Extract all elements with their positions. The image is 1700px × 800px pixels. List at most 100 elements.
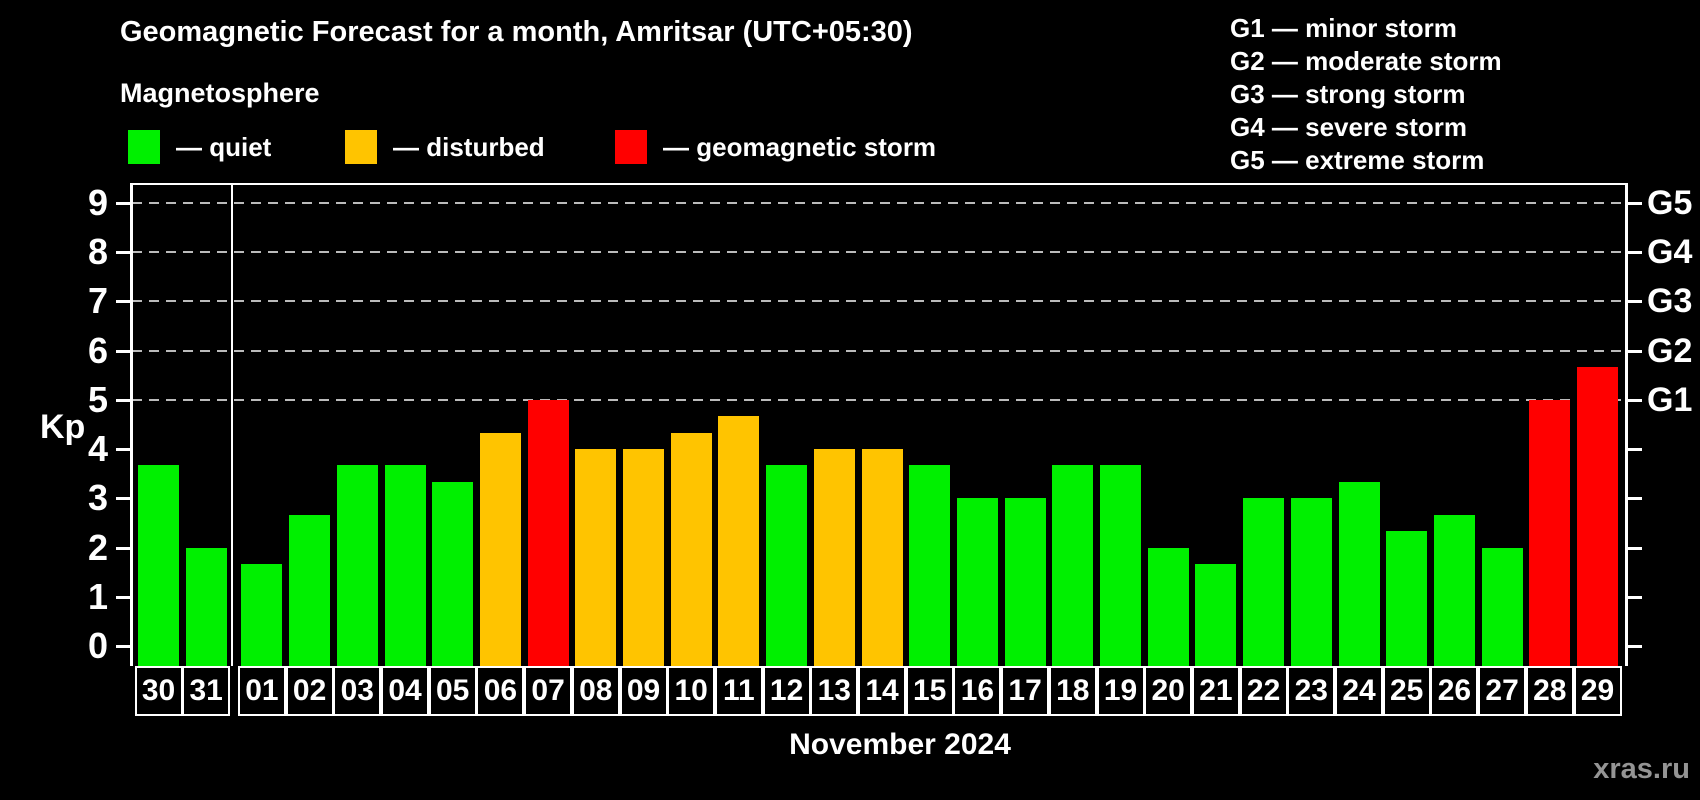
right-axis-tick: [1628, 645, 1642, 648]
day-cell-label: 06: [483, 674, 518, 707]
right-axis-tick: [1628, 546, 1642, 550]
bar-day-13: [813, 449, 855, 666]
y-tick: [116, 448, 130, 451]
disturbed-color-swatch: [345, 130, 377, 164]
right-axis-tick: [1628, 497, 1642, 501]
bar-day-17: [1004, 498, 1046, 666]
day-cell-label: 16: [960, 674, 995, 707]
right-axis-tick: [1628, 448, 1642, 451]
bar-day-22: [1243, 498, 1285, 666]
bar-day-06: [479, 432, 521, 666]
bar-day-02: [289, 514, 331, 666]
bar-day-25: [1386, 531, 1428, 666]
right-axis-tick: [1628, 201, 1642, 205]
y-tick: [116, 595, 130, 599]
legend-item-quiet: — quiet: [128, 129, 271, 165]
day-cell-label: 24: [1342, 674, 1376, 707]
day-cell-label: 20: [1151, 674, 1185, 707]
day-cell: 17: [1001, 666, 1050, 716]
bar-day-07: [527, 399, 569, 666]
day-cell-label: 15: [913, 674, 947, 707]
page-title: Geomagnetic Forecast for a month, Amrits…: [120, 16, 913, 48]
storm-scale-item: G2 — moderate storm: [1230, 46, 1502, 76]
day-cell-label: 03: [340, 674, 374, 707]
day-cell: 18: [1048, 666, 1097, 716]
storm-scale-item: G5 — extreme storm: [1230, 145, 1485, 175]
gridline-kp5: [132, 398, 1625, 401]
day-cell: 15: [905, 666, 954, 716]
day-cell-label: 18: [1056, 674, 1090, 707]
y-tick: [116, 349, 130, 353]
watermark: xras.ru: [1593, 753, 1690, 785]
storm-scale-item: G1 — minor storm: [1230, 13, 1457, 43]
day-cell-label: 05: [436, 674, 470, 707]
day-cell-label: 02: [292, 674, 327, 707]
day-cell-label: 22: [1246, 674, 1281, 707]
day-cell: 22: [1239, 666, 1288, 716]
storm-scale-item: G4 — severe storm: [1230, 112, 1468, 142]
storm-color-swatch: [615, 130, 647, 164]
day-cell-label: 30: [141, 674, 176, 707]
y-tick-label: 9: [87, 181, 108, 223]
bar-day-14: [861, 449, 903, 666]
day-cell: 07: [524, 666, 573, 716]
g-scale-label-g1: G1: [1647, 380, 1693, 419]
y-tick-label: 6: [87, 329, 108, 371]
bar-day-24: [1338, 481, 1380, 666]
y-tick: [116, 201, 130, 205]
bar-day-10: [670, 432, 712, 666]
day-cell-label: 26: [1437, 674, 1472, 707]
y-tick: [116, 251, 130, 254]
gridline-kp8: [132, 251, 1625, 253]
bar-day-20: [1147, 547, 1189, 666]
day-cell-label: 29: [1580, 674, 1615, 707]
bar-day-27: [1481, 547, 1523, 666]
y-tick-label: 4: [87, 428, 108, 469]
day-cell: 30: [134, 666, 183, 716]
day-cell-label: 31: [189, 674, 223, 707]
day-cell: 10: [667, 666, 716, 716]
y-tick: [116, 546, 130, 550]
day-cell-label: 09: [626, 674, 661, 707]
day-cell-label: 19: [1103, 674, 1138, 707]
day-cell-label: 07: [531, 674, 565, 707]
g-scale-label-g2: G2: [1647, 331, 1693, 370]
day-cell-label: 01: [245, 674, 279, 707]
legend-item-storm: — geomagnetic storm: [615, 129, 936, 165]
y-tick-label: 0: [87, 625, 108, 666]
gridline-kp6: [132, 349, 1625, 352]
bar-day-21: [1195, 563, 1237, 666]
y-tick-label: 7: [87, 280, 108, 322]
day-cell-label: 12: [769, 674, 804, 707]
legend-label-disturbed: — disturbed: [393, 131, 545, 162]
day-cell: 08: [571, 666, 620, 716]
day-cell-label: 04: [388, 674, 422, 707]
day-cell: 16: [953, 666, 1002, 716]
bar-day-08: [575, 449, 617, 666]
g-scale-label-g3: G3: [1647, 282, 1693, 321]
y-tick-label: 2: [87, 526, 108, 568]
bar-day-03: [336, 465, 378, 666]
y-tick: [116, 497, 130, 501]
bar-day-29: [1577, 366, 1618, 666]
bar-day-23: [1290, 498, 1332, 666]
day-cell-label: 25: [1390, 674, 1424, 707]
bar-day-19: [1100, 465, 1141, 666]
day-cell: 23: [1287, 666, 1336, 716]
right-axis-tick: [1628, 251, 1642, 254]
quiet-color-swatch: [128, 130, 160, 164]
bar-day-15: [909, 465, 951, 666]
day-cell-label: 11: [723, 674, 755, 707]
day-cell: 20: [1144, 666, 1193, 716]
gridline-kp9: [132, 201, 1625, 204]
y-tick-label: 3: [87, 477, 108, 519]
day-cell: 05: [428, 666, 477, 716]
day-cell: 27: [1478, 666, 1527, 716]
y-tick-label: 8: [87, 231, 108, 272]
day-cell: 03: [333, 666, 382, 716]
day-cell-label: 27: [1485, 674, 1519, 707]
bar-day-31: [185, 547, 227, 666]
day-cell: 29: [1573, 666, 1622, 716]
bar-day-30: [138, 465, 179, 666]
